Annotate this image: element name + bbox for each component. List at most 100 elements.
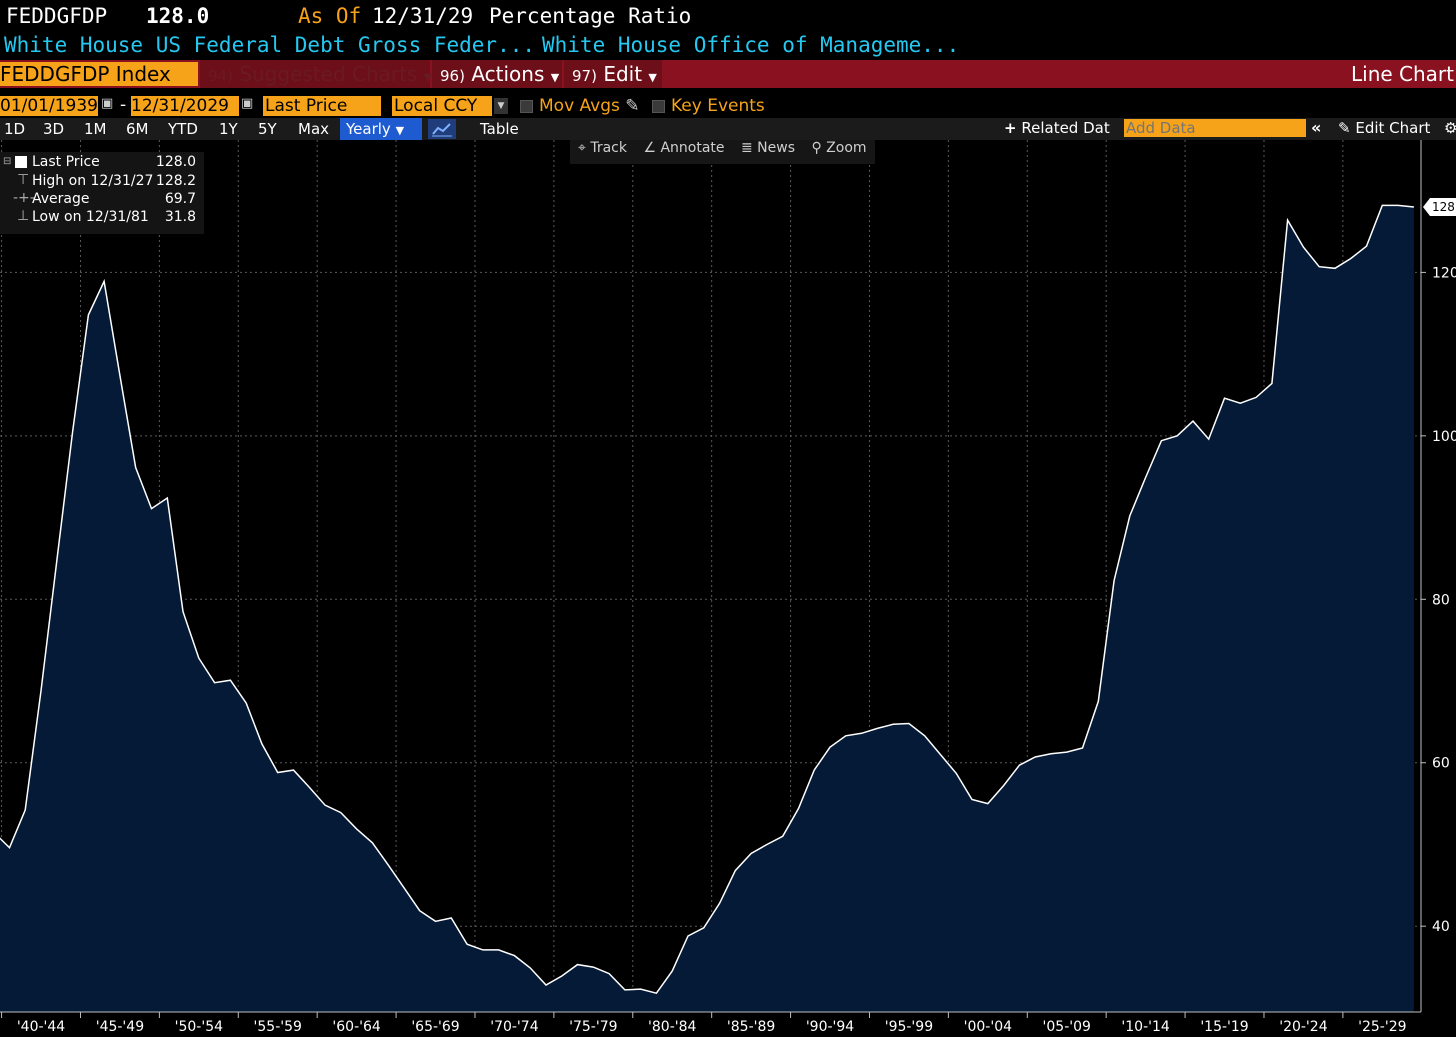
edit-button[interactable]: 97) Edit ▼ (564, 60, 662, 88)
ticker[interactable]: FEDDGFDP (6, 4, 108, 28)
pencil-icon: ✎ (1338, 119, 1351, 137)
legend-last-price[interactable]: ⊟ Last Price 128.0 (0, 154, 200, 172)
series-line (0, 204, 1414, 995)
crosshair-icon: ⌖ (578, 140, 586, 156)
x-tick-label: '45-'49 (96, 1019, 144, 1035)
key-events-toggle[interactable]: Key Events (652, 94, 765, 118)
mov-avgs-toggle[interactable]: Mov Avgs ✎ (520, 94, 640, 118)
calendar-icon[interactable]: ▣ (101, 96, 114, 111)
checkbox-icon[interactable] (520, 99, 533, 113)
x-tick-label: '40-'44 (17, 1019, 65, 1035)
actions-num: 96) (440, 67, 465, 85)
average-marker-icon: -+- (13, 190, 35, 206)
last-value-tag (1423, 198, 1456, 217)
description-right[interactable]: White House Office of Manageme... (542, 33, 960, 57)
date-separator: - (120, 95, 127, 115)
range-bar: 1D 3D 1M 6M YTD 1Y 5Y Max Yearly ▼ Table… (0, 118, 1456, 140)
annotate-tool[interactable]: ∠ Annotate (643, 140, 724, 156)
chart-type-label[interactable]: Line Chart (1351, 62, 1454, 86)
related-data-button[interactable]: + Related Dat (1004, 119, 1110, 137)
range-3d[interactable]: 3D (43, 120, 65, 138)
as-of-label: As Of (298, 4, 362, 28)
period-select-value: Yearly (346, 120, 391, 138)
range-1y[interactable]: 1Y (219, 120, 238, 138)
collapse-icon[interactable]: « (1311, 118, 1322, 137)
plus-icon: + (1004, 119, 1017, 137)
x-tick-label: '10-'14 (1121, 1019, 1169, 1035)
line-chart-icon[interactable] (428, 119, 456, 139)
legend-high-value: 128.2 (155, 173, 196, 189)
calendar-icon[interactable]: ▣ (241, 96, 254, 111)
legend-average: -+- Average 69.7 (0, 190, 200, 209)
gear-icon[interactable]: ⚙ (1444, 119, 1456, 137)
chevron-down-icon: ▼ (395, 124, 405, 137)
currency-select[interactable]: Local CCY (392, 96, 492, 116)
range-ytd[interactable]: YTD (168, 120, 198, 138)
y-tick-label: 60 (1432, 756, 1450, 772)
y-tick-label: 100 (1432, 429, 1456, 445)
x-tick-label: '65-'69 (411, 1019, 459, 1035)
chevron-down-icon[interactable]: ▼ (494, 98, 508, 114)
search-icon: ⚲ (811, 140, 822, 156)
track-tool[interactable]: ⌖ Track (578, 140, 627, 156)
chevron-down-icon: ▼ (550, 71, 560, 84)
related-data-label: Related Dat (1021, 119, 1110, 137)
controls-row: 01/01/1939 ▣ - 12/31/2029 ▣ Last Price L… (0, 94, 1456, 118)
news-tool[interactable]: ≣ News (741, 140, 795, 156)
currency-select-value: Local CCY (394, 96, 478, 116)
legend-high-label: High on 12/31/27 (32, 173, 154, 189)
range-1d[interactable]: 1D (4, 120, 26, 138)
suggested-charts-label: Suggested Charts (239, 62, 418, 86)
legend-low-label: Low on 12/31/81 (32, 209, 149, 225)
as-of-date: 12/31/29 (372, 4, 474, 28)
range-max[interactable]: Max (298, 120, 330, 138)
suggested-charts-button[interactable]: 94) Suggested Charts ▼ (200, 60, 433, 88)
description-left[interactable]: White House US Federal Debt Gross Feder.… (4, 33, 536, 57)
zoom-tool[interactable]: ⚲ Zoom (811, 140, 866, 156)
annotate-icon: ∠ (643, 140, 656, 156)
index-label[interactable]: FEDDGFDP Index (0, 62, 198, 86)
swatch-icon (15, 156, 27, 168)
x-tick-label: '25-'29 (1358, 1019, 1406, 1035)
end-date-field[interactable]: 12/31/2029 (131, 96, 239, 116)
range-5y[interactable]: 5Y (258, 120, 277, 138)
add-data-input[interactable] (1124, 119, 1306, 137)
legend-low: ⊥ Low on 12/31/81 31.8 (0, 208, 200, 227)
last-value-marker: 128 (1423, 198, 1456, 217)
table-button[interactable]: Table (480, 120, 519, 138)
menu-bar: FEDDGFDP Index 94) Suggested Charts ▼ 96… (0, 60, 1456, 88)
zoom-label: Zoom (826, 140, 867, 156)
collapse-box-icon[interactable]: ⊟ (3, 156, 12, 167)
chart-area[interactable]: 40 60 80 100 120 '40-'44 '45-'49 '50-'54 '55-'5… (0, 140, 1456, 1037)
start-date-field[interactable]: 01/01/1939 (0, 96, 98, 116)
field-select[interactable]: Last Price (263, 96, 381, 116)
x-tick-label: '90-'94 (806, 1019, 854, 1035)
actions-button[interactable]: 96) Actions ▼ (432, 60, 562, 88)
x-tick-label: '60-'64 (332, 1019, 380, 1035)
checkbox-icon[interactable] (652, 99, 665, 113)
range-1m[interactable]: 1M (84, 120, 107, 138)
pencil-icon[interactable]: ✎ (625, 96, 640, 116)
y-tick-label: 40 (1432, 919, 1450, 935)
track-label: Track (590, 140, 627, 156)
range-6m[interactable]: 6M (126, 120, 149, 138)
index-label-text: FEDDGFDP Index (0, 62, 171, 86)
chart-tools: ⌖ Track ∠ Annotate ≣ News ⚲ Zoom (570, 140, 875, 164)
legend-high: ⊤ High on 12/31/27 128.2 (0, 172, 200, 191)
legend-avg-label: Average (32, 191, 90, 207)
chevron-down-icon: ▼ (423, 71, 433, 84)
y-axis: 40 60 80 100 120 (1421, 265, 1456, 935)
suggested-charts-num: 94) (208, 67, 233, 85)
edit-chart-button[interactable]: ✎ Edit Chart (1338, 119, 1430, 137)
x-tick-label: '00-'04 (964, 1019, 1012, 1035)
low-marker-icon: ⊥ (17, 208, 30, 224)
legend-avg-value: 69.7 (164, 191, 196, 207)
x-tick-label: '85-'89 (727, 1019, 775, 1035)
edit-num: 97) (572, 67, 597, 85)
annotate-label: Annotate (660, 140, 725, 156)
actions-label: Actions (471, 62, 545, 86)
key-events-label: Key Events (671, 96, 765, 116)
period-select[interactable]: Yearly ▼ (340, 118, 422, 140)
series-area (0, 205, 1414, 1012)
news-icon: ≣ (740, 140, 753, 156)
